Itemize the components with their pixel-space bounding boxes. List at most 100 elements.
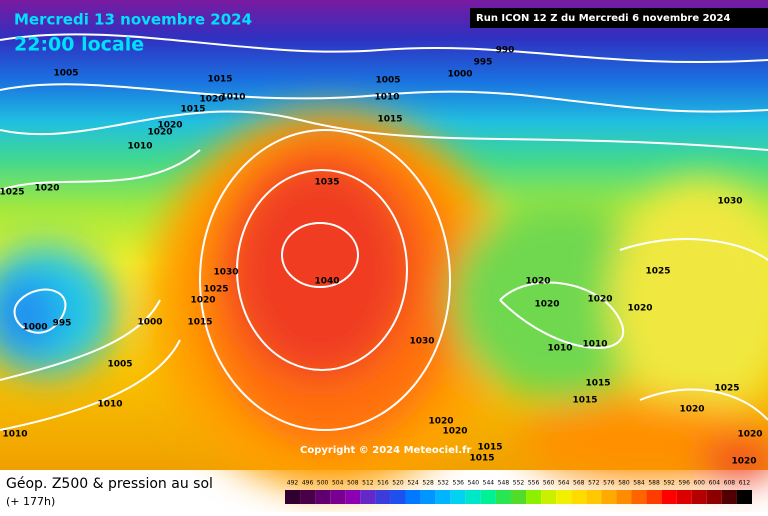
isobar-label: 1020 [157, 121, 182, 131]
scale-swatch [646, 490, 662, 504]
isobar-label: 1005 [53, 69, 78, 79]
isobar-label: 1005 [107, 360, 132, 370]
isobar-label: 1030 [409, 337, 434, 347]
scale-swatch [556, 490, 572, 504]
isobar-label: 1015 [180, 105, 205, 115]
footer-lead: (+ 177h) [6, 495, 55, 508]
scale-label: 592 [663, 480, 675, 487]
scale-label: 508 [347, 480, 359, 487]
scale-label: 588 [648, 480, 660, 487]
isobar-label: 1000 [137, 318, 162, 328]
isobars [0, 33, 768, 431]
isobar-label: 1020 [428, 417, 453, 427]
scale-swatch [405, 490, 421, 504]
scale-swatch [736, 490, 752, 504]
scale-label: 536 [453, 480, 465, 487]
scale-label: 548 [498, 480, 510, 487]
scale-label: 524 [407, 480, 419, 487]
isobar-label: 1020 [679, 405, 704, 415]
run-info: Run ICON 12 Z du Mercredi 6 novembre 202… [476, 13, 730, 24]
isobar-label: 1020 [627, 304, 652, 314]
scale-label: 544 [483, 480, 495, 487]
isobar-label: 1020 [147, 128, 172, 138]
scale-label: 612 [739, 480, 751, 487]
isobar-label: 1010 [374, 93, 399, 103]
isobar-label: 1010 [2, 430, 27, 440]
isobar-label: 1020 [190, 296, 215, 306]
isobar-label: 1010 [220, 93, 245, 103]
isobar-label: 1020 [587, 295, 612, 305]
isobar-label: 1020 [525, 277, 550, 287]
scale-label: 552 [513, 480, 525, 487]
scale-swatch [706, 490, 722, 504]
scale-label: 492 [287, 480, 299, 487]
map: Run ICON 12 Z du Mercredi 6 novembre 202… [0, 0, 768, 490]
scale-swatch [420, 490, 436, 504]
scale-label: 528 [422, 480, 434, 487]
isobar-label: 1025 [714, 384, 739, 394]
scale-swatch [601, 490, 617, 504]
scale-label: 596 [678, 480, 690, 487]
scale-swatch [345, 490, 361, 504]
scale-swatch [375, 490, 391, 504]
isobar-label: 1025 [0, 188, 25, 198]
isobar-label: 1020 [737, 430, 762, 440]
scale-swatch [390, 490, 406, 504]
scale-label: 604 [709, 480, 721, 487]
scale-swatch [315, 490, 331, 504]
footer-title: Géop. Z500 & pression au sol [6, 476, 213, 492]
isobar-label: 1020 [199, 95, 224, 105]
scale-label: 584 [633, 480, 645, 487]
scale-swatch [300, 490, 316, 504]
scale-label: 496 [302, 480, 314, 487]
isobar-label: 1015 [585, 379, 610, 389]
scale-swatch [661, 490, 677, 504]
isobar-label: 1015 [469, 454, 494, 464]
date: Mercredi 13 novembre 2024 [14, 11, 252, 29]
isobar-label: 1000 [22, 323, 47, 333]
isobar-label: 1020 [34, 184, 59, 194]
scale-label: 516 [377, 480, 389, 487]
scale-label: 520 [392, 480, 404, 487]
scale-label: 560 [543, 480, 555, 487]
scale-label: 504 [332, 480, 344, 487]
scale-swatch [526, 490, 542, 504]
scale-swatch [616, 490, 632, 504]
copyright: Copyright © 2024 Meteociel.fr [300, 445, 471, 456]
scale-swatch [721, 490, 737, 504]
scale-label: 512 [362, 480, 374, 487]
isobar-labels: 1005990995100010051010101510151010102010… [0, 46, 763, 467]
scale-label: 608 [724, 480, 736, 487]
isobar-label: 1025 [645, 267, 670, 277]
isobar-label: 995 [53, 319, 72, 329]
scale-swatch [465, 490, 481, 504]
scale-label: 564 [558, 480, 570, 487]
scale-swatch [571, 490, 587, 504]
isobar-label: 1010 [547, 344, 572, 354]
isobar-label: 1040 [314, 277, 339, 287]
isobar-label: 995 [474, 58, 493, 68]
isobar-label: 1015 [477, 443, 502, 453]
isobar-label: 1005 [375, 76, 400, 86]
scale-swatch [676, 490, 692, 504]
isobar-label: 1020 [534, 300, 559, 310]
isobar-label: 1025 [203, 285, 228, 295]
isobar-label: 1010 [582, 340, 607, 350]
isobar-label: 1035 [314, 178, 339, 188]
scale-label: 556 [528, 480, 540, 487]
isobar-label: 1010 [97, 400, 122, 410]
scale-label: 576 [603, 480, 615, 487]
scale-label: 580 [618, 480, 630, 487]
scale-swatch [360, 490, 376, 504]
scale-label: 540 [468, 480, 480, 487]
isobar-label: 1015 [187, 318, 212, 328]
scale-label: 572 [588, 480, 600, 487]
time: 22:00 locale [14, 34, 144, 56]
scale-swatch [586, 490, 602, 504]
scale-swatch [330, 490, 346, 504]
isobar-label: 1000 [447, 70, 472, 80]
isobar-label: 1020 [731, 457, 756, 467]
isobar-label: 990 [496, 46, 515, 56]
isobar-label: 1015 [572, 396, 597, 406]
